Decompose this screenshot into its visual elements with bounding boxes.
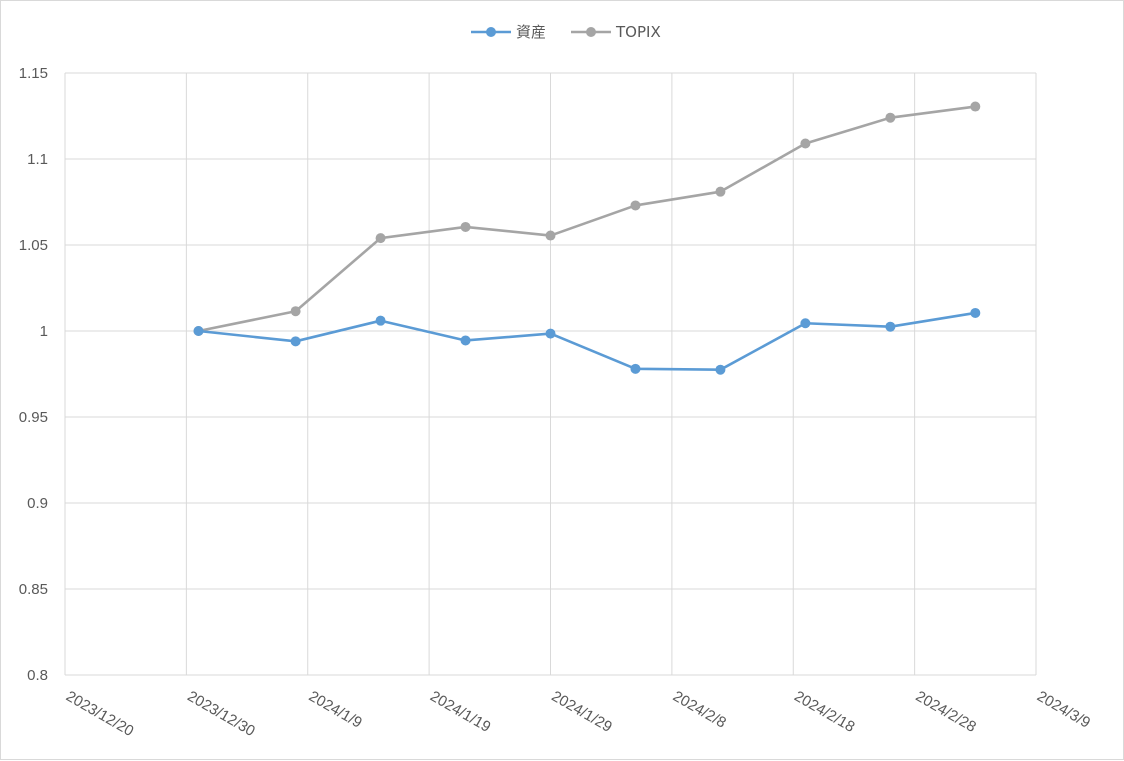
data-point — [545, 230, 556, 241]
legend-label: TOPIX — [615, 23, 661, 41]
y-tick-label: 1.05 — [19, 237, 48, 254]
y-tick-label: 0.8 — [27, 667, 48, 684]
series-line — [197, 105, 977, 333]
data-point — [630, 363, 641, 374]
data-point — [290, 336, 301, 347]
y-tick-label: 0.9 — [27, 495, 48, 512]
data-point — [970, 307, 981, 318]
data-point — [970, 101, 981, 112]
x-tick-label: 2024/1/9 — [306, 688, 365, 732]
data-point — [290, 306, 301, 317]
axes: 2023/12/20 2023/12/30 2024/1/9 2024/1/19 202… — [19, 65, 1093, 740]
data-point — [715, 364, 726, 375]
x-tick-label: 2024/2/8 — [670, 688, 729, 732]
data-point — [375, 315, 386, 326]
legend-item: TOPIX — [571, 23, 661, 41]
y-tick-label: 1 — [40, 323, 48, 340]
x-tick-label: 2023/12/30 — [184, 688, 258, 740]
legend-swatch-marker — [486, 27, 496, 37]
x-tick-label: 2024/2/28 — [913, 688, 979, 736]
data-point — [375, 233, 386, 244]
x-tick-label: 2024/2/18 — [791, 688, 857, 736]
data-point — [715, 186, 726, 197]
data-point — [800, 138, 811, 149]
series-group — [193, 101, 981, 375]
legend-item: 資産 — [471, 23, 546, 41]
legend-label: 資産 — [516, 23, 546, 41]
gridlines — [64, 72, 1037, 676]
series-assets — [193, 307, 981, 375]
data-point — [885, 321, 896, 332]
series-topix — [193, 101, 981, 336]
y-tick-label: 0.85 — [19, 581, 48, 598]
data-point — [460, 335, 471, 346]
x-tick-label: 2024/3/9 — [1034, 688, 1093, 732]
y-tick-label: 1.15 — [19, 65, 48, 82]
legend: 資産 TOPIX — [471, 23, 661, 41]
y-tick-label: 1.1 — [27, 151, 48, 168]
data-point — [545, 328, 556, 339]
data-point — [193, 326, 204, 336]
data-point — [460, 221, 471, 232]
y-tick-label: 0.95 — [19, 409, 48, 426]
x-tick-label: 2024/1/19 — [427, 688, 493, 736]
x-tick-label: 2024/1/29 — [549, 688, 615, 736]
data-point — [630, 200, 641, 211]
data-point — [885, 112, 896, 123]
data-point — [800, 318, 811, 329]
series-line — [197, 311, 977, 372]
x-tick-label: 2023/12/20 — [63, 688, 137, 740]
legend-swatch-marker — [586, 27, 596, 37]
